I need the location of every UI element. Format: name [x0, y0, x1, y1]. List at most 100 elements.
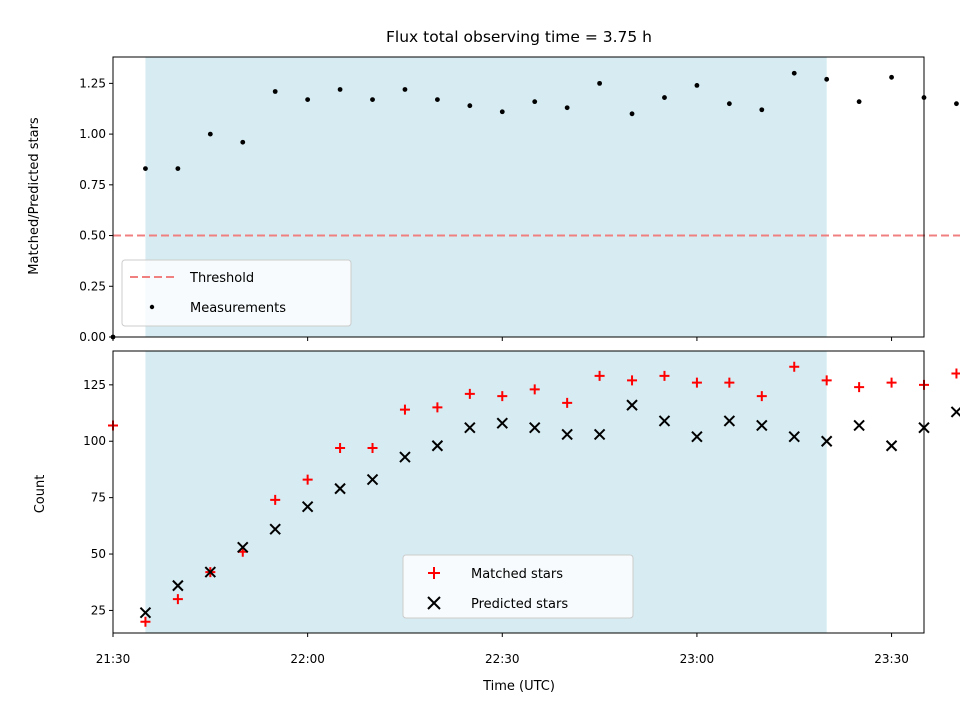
measurement-point	[175, 166, 181, 171]
legend-measurements-label: Measurements	[190, 301, 286, 316]
chart-title: Flux total observing time = 3.75 h	[386, 28, 652, 46]
top-axes-frame	[112, 56, 925, 338]
predicted-star-point	[885, 440, 898, 452]
bottom-y-tick-label: 50	[91, 547, 106, 561]
measurement-point	[954, 101, 959, 107]
measurement-point	[467, 103, 473, 109]
matched-star-point	[335, 443, 346, 454]
matched-star-point	[172, 594, 183, 605]
measurement-point	[564, 105, 570, 111]
x-axis-label: Time (UTC)	[482, 679, 555, 694]
bottom-y-tick-label: 100	[83, 434, 106, 448]
predicted-star-point	[658, 415, 671, 427]
predicted-star-point	[301, 500, 314, 513]
matched-star-point	[399, 404, 410, 415]
measurement-point	[143, 166, 148, 171]
measurement-point	[240, 139, 246, 145]
matched-star-point	[140, 616, 151, 627]
matched-star-point	[627, 375, 638, 386]
matched-star-point	[789, 361, 800, 372]
measurement-point	[694, 83, 700, 88]
predicted-star-point	[431, 440, 444, 452]
measurement-point	[824, 76, 830, 82]
measurement-point	[207, 131, 213, 137]
measurement-point	[435, 97, 440, 103]
measurement-point	[272, 89, 278, 94]
top-panel: 0.00 0.25 0.50 0.75 1.00 1.25 Matched/Predict…	[27, 56, 960, 344]
predicted-star-point	[496, 417, 508, 429]
star-count-points	[108, 361, 960, 627]
top-x-ticks	[112, 337, 893, 341]
measurement-point	[402, 87, 408, 92]
predicted-star-point	[464, 421, 476, 434]
legend-predicted-label: Predicted stars	[471, 597, 568, 612]
measurement-point	[791, 70, 797, 76]
predicted-star-point	[691, 431, 703, 443]
matched-star-point	[724, 377, 735, 388]
bottom-y-axis-label: Count	[33, 475, 48, 514]
top-y-tick-label: 1.00	[79, 127, 106, 141]
measurement-point	[597, 80, 602, 86]
matched-star-point	[529, 384, 540, 395]
bottom-x-tick-label: 22:00	[290, 652, 325, 666]
matched-star-point	[432, 402, 443, 413]
top-y-tick-label: 0.50	[79, 229, 106, 243]
bottom-legend: Matched stars Predicted stars	[402, 554, 634, 619]
measurement-point	[370, 97, 375, 103]
measurement-point	[629, 111, 635, 117]
predicted-star-point	[204, 566, 217, 578]
bottom-x-tick-label: 23:30	[874, 652, 909, 666]
predicted-star-point	[788, 431, 800, 443]
bottom-x-tick-label: 21:30	[96, 652, 131, 666]
matched-star-point	[756, 391, 767, 402]
measurement-points	[110, 70, 959, 340]
legend-threshold-label: Threshold	[189, 271, 254, 286]
top-y-tick-label: 1.25	[79, 76, 106, 90]
top-y-axis-label: Matched/Predicted stars	[27, 117, 42, 275]
legend-measurements-swatch	[149, 304, 155, 310]
matched-star-point	[594, 370, 605, 381]
matched-star-point	[659, 370, 670, 381]
matched-star-point	[886, 377, 897, 388]
top-y-ticks: 0.00 0.25 0.50 0.75 1.00 1.25	[79, 76, 113, 344]
predicted-star-point	[593, 428, 606, 441]
measurement-point	[499, 109, 505, 115]
matched-star-point	[302, 474, 313, 485]
matched-star-point	[562, 397, 573, 408]
predicted-star-point	[334, 482, 346, 495]
top-y-tick-label: 0.25	[79, 279, 106, 293]
bottom-x-tick-label: 22:30	[485, 652, 520, 666]
predicted-star-point	[366, 473, 379, 486]
matched-star-point	[270, 494, 281, 505]
bottom-y-tick-label: 125	[83, 378, 106, 392]
matched-star-point	[691, 377, 702, 388]
matched-star-point	[497, 391, 508, 402]
predicted-star-point	[820, 435, 833, 447]
top-y-tick-label: 0.75	[79, 178, 106, 192]
measurement-point	[662, 95, 667, 100]
predicted-star-point	[853, 419, 865, 432]
top-y-tick-label: 0.00	[79, 330, 106, 344]
predicted-star-point	[139, 606, 152, 619]
predicted-star-point	[237, 541, 249, 553]
top-legend-box	[121, 259, 352, 327]
legend-matched-label: Matched stars	[471, 567, 563, 582]
legend-matched-swatch	[428, 567, 440, 579]
bottom-y-ticks: 25 50 75 100 125	[83, 378, 113, 617]
predicted-star-point	[399, 451, 411, 463]
predicted-star-point	[756, 419, 768, 432]
predicted-star-point	[269, 523, 281, 535]
measurement-point	[759, 107, 765, 113]
matched-star-point	[821, 375, 832, 386]
predicted-star-point	[529, 421, 541, 434]
matched-star-point	[464, 388, 475, 399]
matched-star-point	[367, 443, 378, 454]
legend-predicted-swatch	[427, 596, 441, 610]
bottom-x-tick-label: 23:00	[680, 652, 715, 666]
predicted-star-point	[626, 399, 638, 411]
measurement-point	[532, 99, 538, 105]
matched-star-point	[854, 382, 865, 393]
bottom-x-ticks: 21:3022:0022:3023:0023:3000:0000:3001:00…	[96, 633, 909, 666]
